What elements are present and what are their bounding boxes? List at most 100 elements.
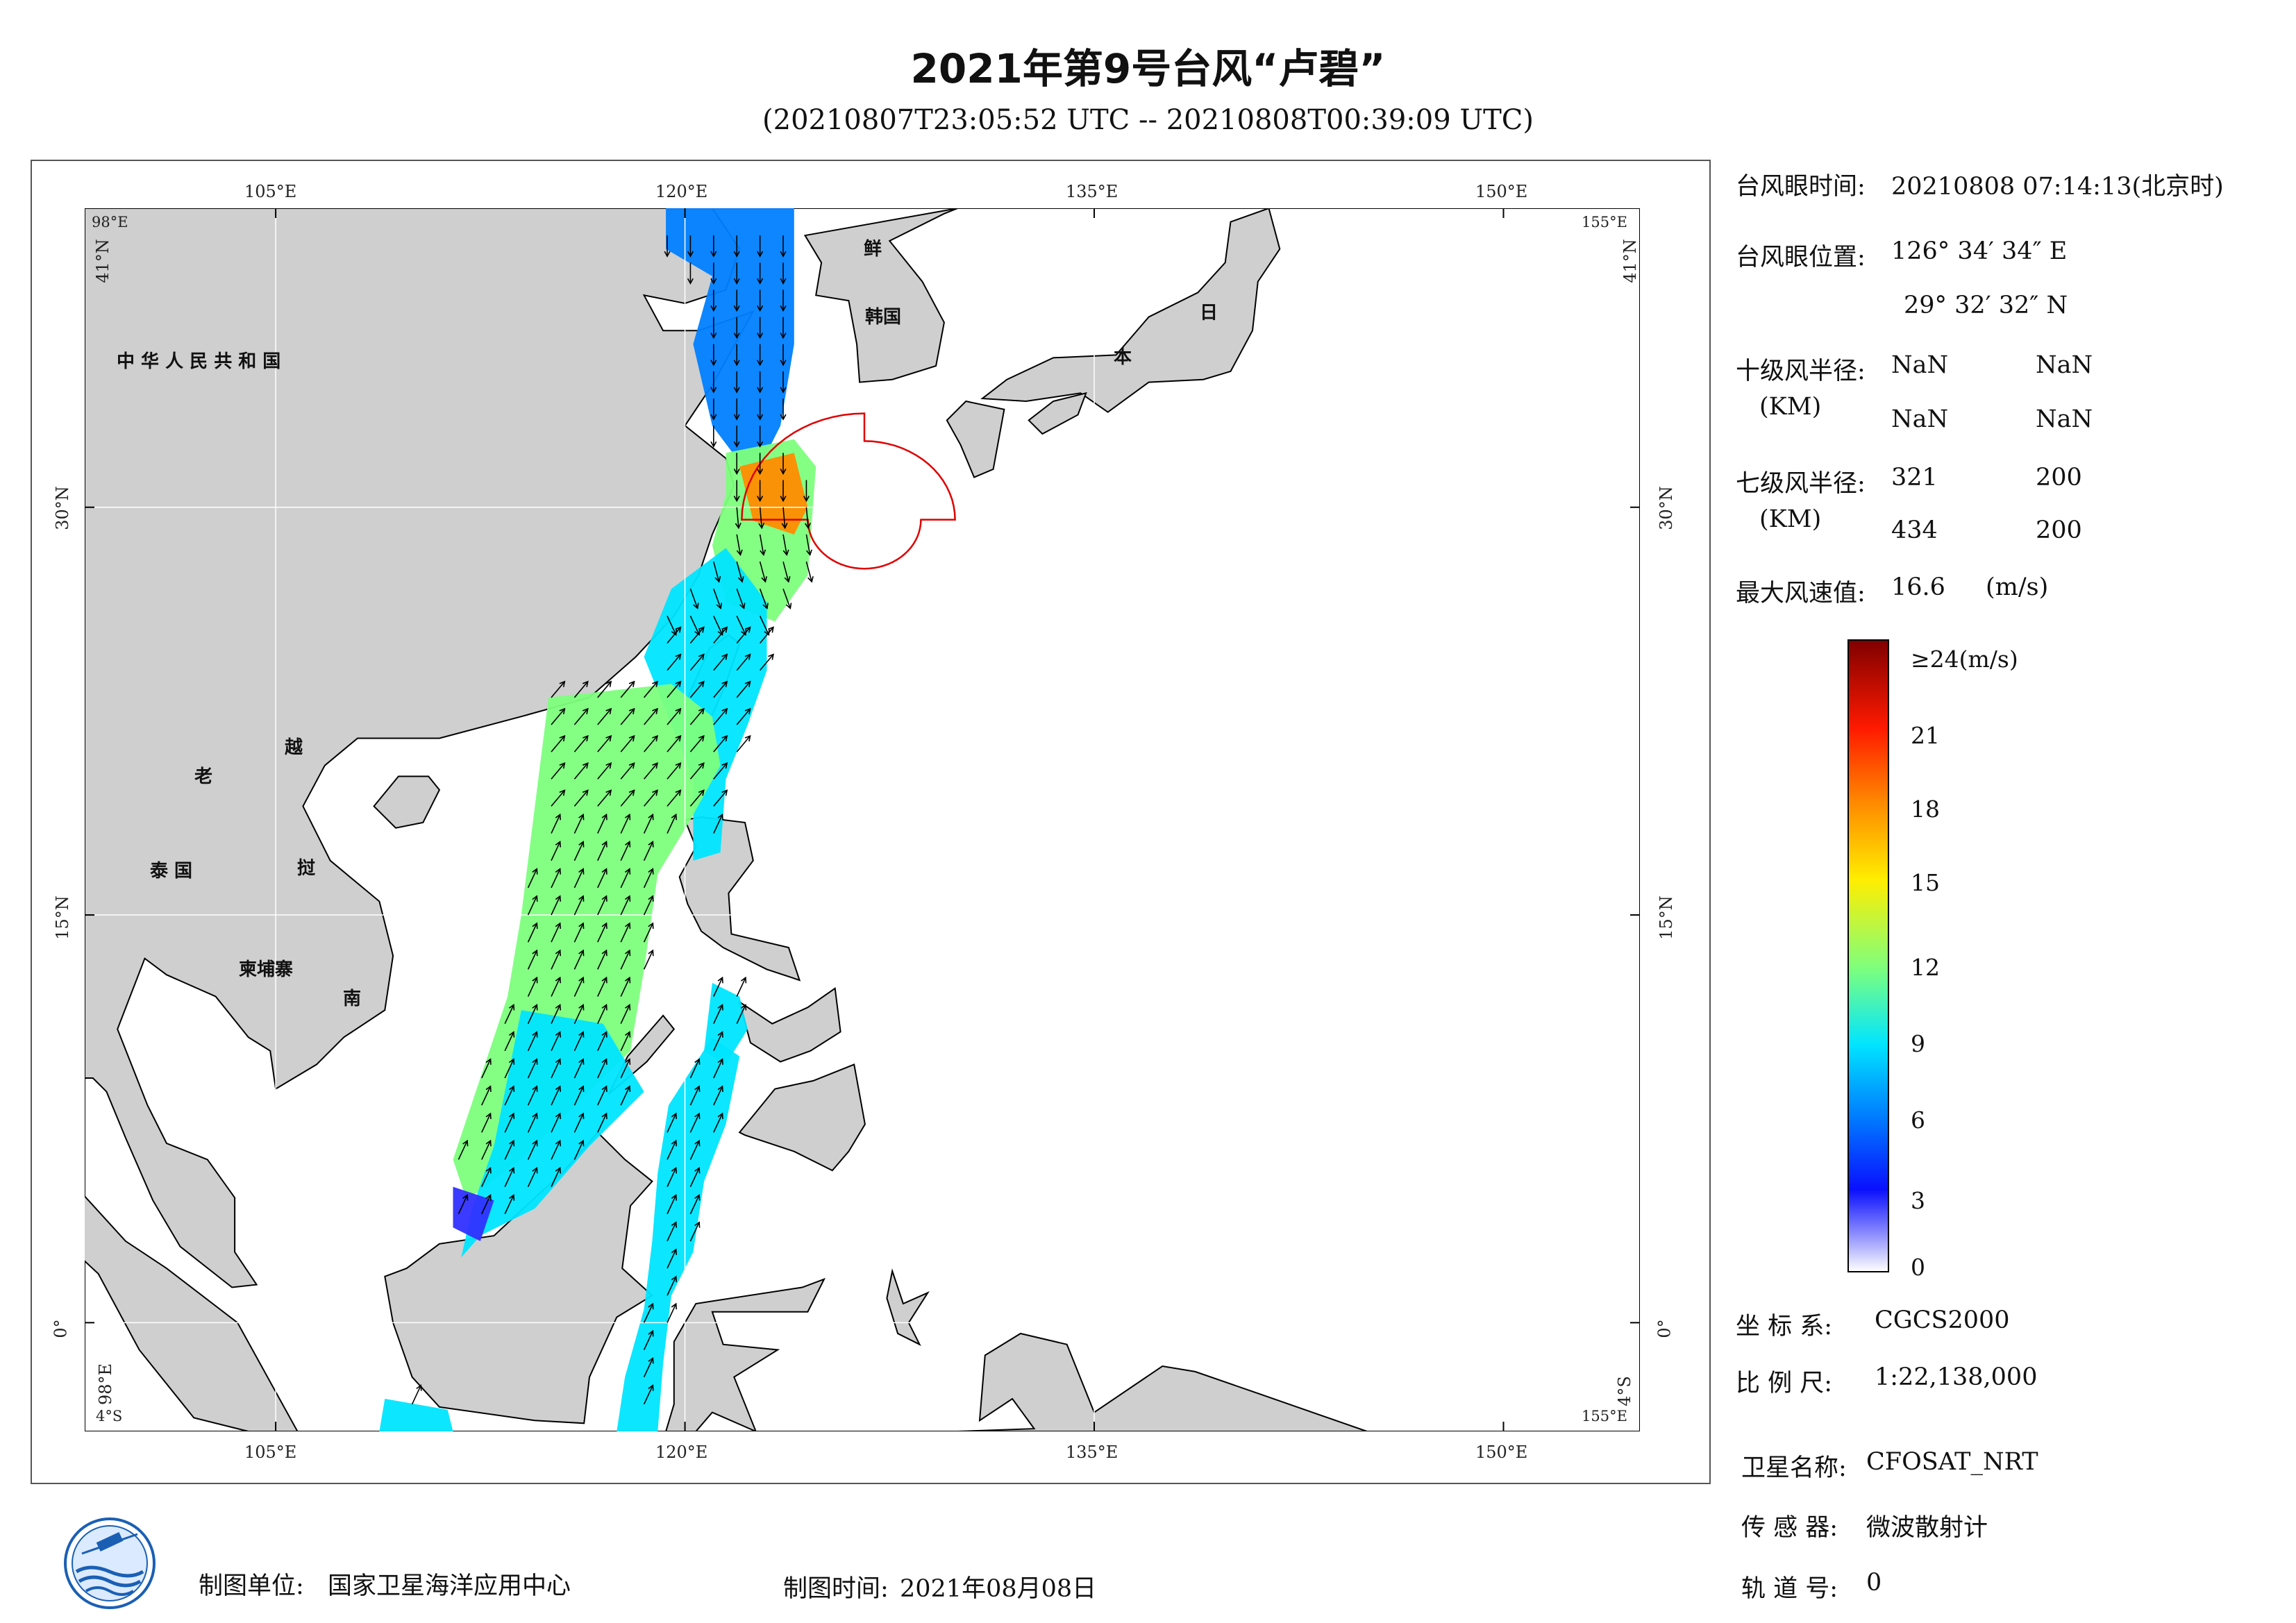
wind-arrow xyxy=(667,814,677,834)
wind-arrow xyxy=(481,1113,492,1133)
wind-arrow xyxy=(597,814,607,834)
wind-arrow xyxy=(458,1140,468,1160)
wind-arrow xyxy=(736,654,751,671)
wind-arrow-head xyxy=(555,1085,561,1092)
wind-arrow xyxy=(620,923,630,943)
wind-arrow-head xyxy=(648,1384,654,1391)
wind-arrow xyxy=(573,789,589,807)
colorbar-label-3: 3 xyxy=(1911,1187,1925,1214)
wind-arrow-head xyxy=(555,813,561,821)
wind-arrow xyxy=(527,895,538,916)
wind-arrow-head xyxy=(721,789,728,796)
wind-arrow xyxy=(551,735,565,752)
wind-arrow-head xyxy=(675,762,682,769)
lon-tick-bottom-150: 150°E xyxy=(1475,1443,1528,1462)
land-polygon xyxy=(85,1195,299,1431)
wind-arrow-head xyxy=(508,1003,515,1011)
wind-arrow-head xyxy=(744,626,751,633)
wind-arrow-head xyxy=(716,603,723,609)
wind-arrow xyxy=(667,626,681,644)
wind-arrow-head xyxy=(694,1221,701,1228)
wind-arrow-head xyxy=(624,1031,631,1038)
wind-arrow xyxy=(481,1140,492,1160)
wind-arrow xyxy=(573,814,584,834)
wind-arrow xyxy=(667,1303,677,1323)
wind-arrow-head xyxy=(781,522,788,530)
wind-arrow xyxy=(620,841,630,861)
wind-arrow-head xyxy=(582,680,589,687)
wind-arrow-head xyxy=(710,414,717,421)
wind-map[interactable] xyxy=(85,208,1640,1431)
wind-arrow xyxy=(573,1059,584,1079)
wind-arrow-head xyxy=(721,653,728,660)
label-vietnam-3: 挝 xyxy=(297,858,316,879)
wind-arrow-head xyxy=(698,680,705,687)
wind-arrow-head xyxy=(652,789,658,796)
wind-arrow-head xyxy=(582,707,589,714)
wind-arrow xyxy=(527,1032,538,1052)
r7-unit: (KM) xyxy=(1759,505,1822,533)
wind-arrow-head xyxy=(739,603,746,609)
wind-arrow xyxy=(667,735,681,752)
wind-arrow xyxy=(620,977,630,997)
wind-arrow xyxy=(689,1195,700,1215)
wind-arrow xyxy=(573,1086,584,1106)
lon-tick-top-135: 135°E xyxy=(1066,182,1118,201)
wind-arrow-head xyxy=(601,895,607,902)
wind-arrow xyxy=(620,789,635,807)
wind-arrow-head xyxy=(721,707,728,714)
land-polygon xyxy=(665,1277,826,1431)
wind-arrow xyxy=(782,507,786,528)
wind-arrow xyxy=(573,841,584,861)
wind-arrow xyxy=(689,654,705,671)
wind-arrow-head xyxy=(508,1166,515,1174)
wind-arrow xyxy=(597,868,607,889)
wind-arrow-head xyxy=(555,1058,561,1065)
label-cambodia: 柬埔寨 xyxy=(239,959,294,980)
wind-arrow-head xyxy=(780,387,787,394)
wind-arrow-head xyxy=(648,813,654,821)
label-thailand: 泰 国 xyxy=(150,861,193,882)
wind-arrow xyxy=(713,561,720,582)
wind-arrow-head xyxy=(582,734,589,742)
wind-arrow-head xyxy=(559,762,566,769)
wind-arrow-head xyxy=(648,841,654,848)
wind-arrow-head xyxy=(687,251,694,258)
corner-tr-lon: 155°E xyxy=(1582,214,1627,230)
wind-arrow xyxy=(689,1140,700,1160)
wind-arrow-head xyxy=(698,626,705,633)
wind-arrow-head xyxy=(578,841,585,848)
wind-arrow xyxy=(573,708,589,725)
wind-arrow-head xyxy=(737,576,744,583)
wind-arrow-head xyxy=(578,868,585,875)
wind-arrow xyxy=(667,1168,677,1187)
wind-arrow-head xyxy=(687,278,694,285)
lat-tick-left-30: 30°N xyxy=(52,486,72,530)
wind-arrow xyxy=(551,1113,561,1133)
map-date-value: 2021年08月08日 xyxy=(900,1575,1097,1603)
wind-arrow-head xyxy=(559,707,566,714)
wind-arrow-head xyxy=(462,1194,469,1201)
corner-bl-lat: 4°S xyxy=(96,1408,123,1424)
wind-arrow xyxy=(736,507,739,528)
wind-arrow-head xyxy=(733,414,740,421)
producer-label: 制图单位: xyxy=(199,1572,304,1600)
wind-arrow-head xyxy=(648,949,654,957)
wind-arrow xyxy=(527,868,538,889)
wind-arrow xyxy=(689,588,698,609)
wind-arrow-head xyxy=(555,1031,561,1038)
wind-swath xyxy=(461,1010,644,1258)
colorbar-label-24: ≥24(m/s) xyxy=(1911,646,2018,673)
wind-arrow-head xyxy=(757,387,764,394)
wind-arrow xyxy=(689,681,705,698)
map-panel xyxy=(31,160,1711,1484)
wind-arrow xyxy=(736,735,751,752)
orbit-value: 0 xyxy=(1866,1569,1882,1597)
wind-arrow-head xyxy=(710,387,717,394)
wind-arrow-head xyxy=(624,841,631,848)
wind-arrow-head xyxy=(624,922,631,930)
wind-arrow xyxy=(551,977,561,997)
wind-arrow-head xyxy=(601,949,607,957)
wind-swath xyxy=(704,982,748,1065)
wind-arrow-head xyxy=(532,1085,538,1092)
